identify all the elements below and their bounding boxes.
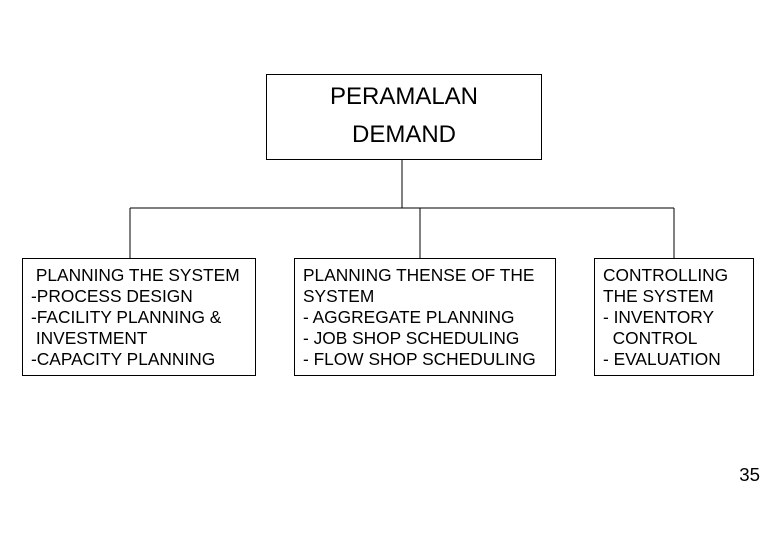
child-node-0: PLANNING THE SYSTEM-PROCESS DESIGN-FACIL… <box>22 258 256 376</box>
child-2-line-3: CONTROL <box>603 328 745 349</box>
child-1-line-4: - FLOW SHOP SCHEDULING <box>303 349 547 370</box>
child-1-line-0: PLANNING THENSE OF THE <box>303 265 547 286</box>
child-0-line-3: INVESTMENT <box>31 328 247 349</box>
root-line2: DEMAND <box>285 121 523 149</box>
child-0-line-0: PLANNING THE SYSTEM <box>31 265 247 286</box>
child-2-line-0: CONTROLLING <box>603 265 745 286</box>
child-2-line-4: - EVALUATION <box>603 349 745 370</box>
child-1-line-3: - JOB SHOP SCHEDULING <box>303 328 547 349</box>
child-2-line-2: - INVENTORY <box>603 307 745 328</box>
child-0-line-4: -CAPACITY PLANNING <box>31 349 247 370</box>
child-1-line-2: - AGGREGATE PLANNING <box>303 307 547 328</box>
child-node-2: CONTROLLINGTHE SYSTEM- INVENTORY CONTROL… <box>594 258 754 376</box>
root-node: PERAMALAN DEMAND <box>266 74 542 160</box>
child-1-line-1: SYSTEM <box>303 286 547 307</box>
root-line1: PERAMALAN <box>285 83 523 111</box>
child-node-1: PLANNING THENSE OF THESYSTEM- AGGREGATE … <box>294 258 556 376</box>
page-number: 35 <box>739 464 760 486</box>
child-0-line-2: -FACILITY PLANNING & <box>31 307 247 328</box>
child-2-line-1: THE SYSTEM <box>603 286 745 307</box>
child-0-line-1: -PROCESS DESIGN <box>31 286 247 307</box>
